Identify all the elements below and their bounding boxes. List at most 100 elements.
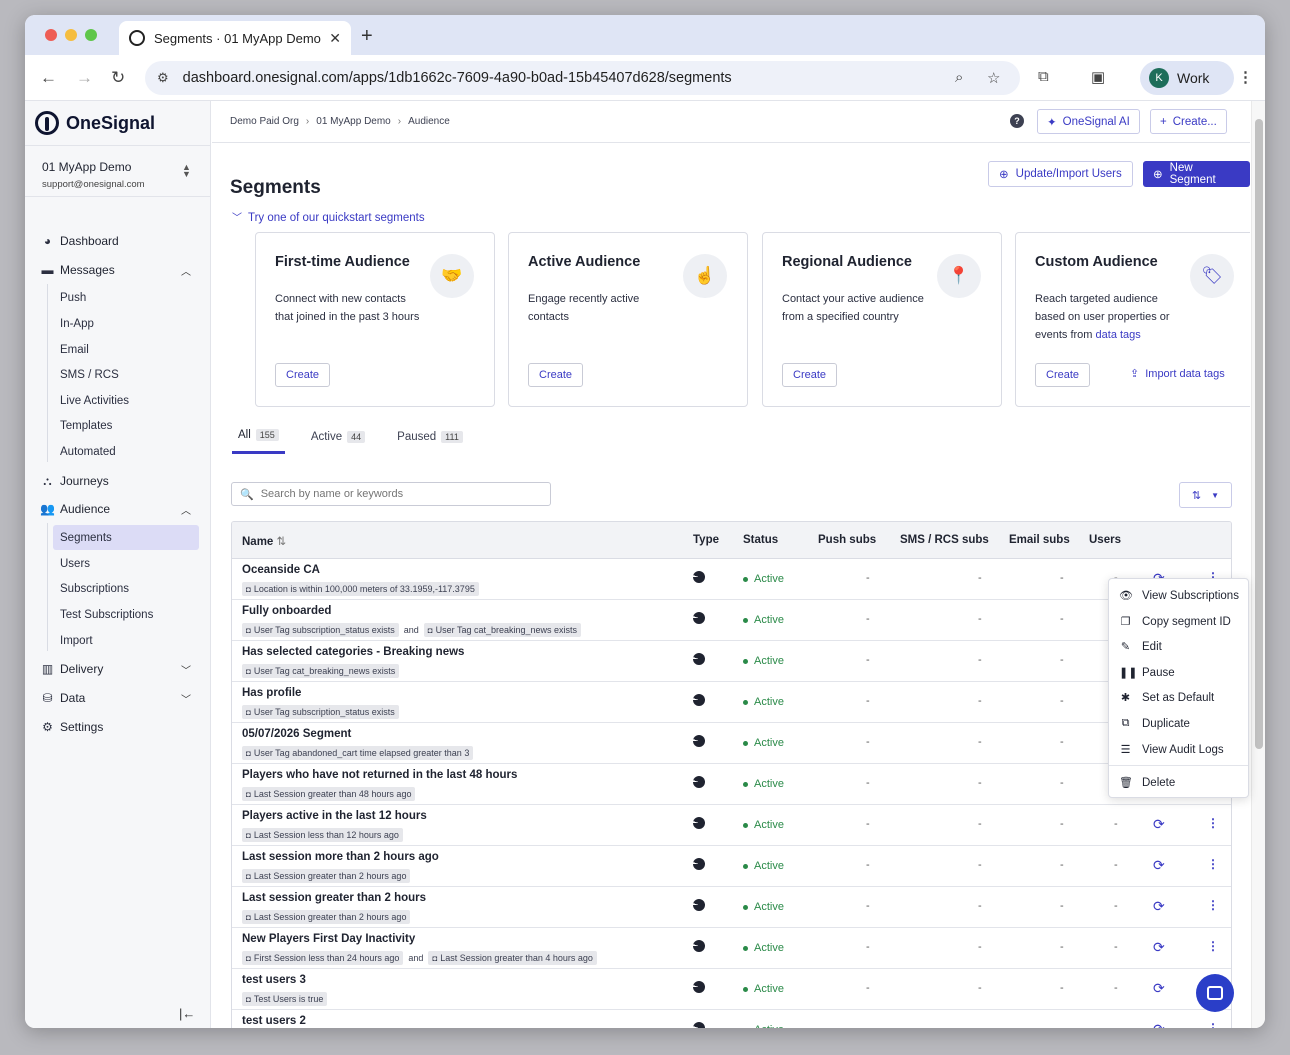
tab-all[interactable]: All 155 <box>232 429 285 454</box>
segment-name[interactable]: Has selected categories - Breaking news <box>242 646 465 658</box>
table-row[interactable]: 05/07/2026 Segment ◘ User Tag abandoned_ca… <box>232 723 1231 764</box>
breadcrumb-app[interactable]: 01 MyApp Demo <box>316 116 391 127</box>
table-row[interactable]: Has selected categories - Breaking news ◘… <box>232 641 1231 682</box>
menu-item-copy-id[interactable]: ❐ Copy segment ID <box>1119 615 1231 629</box>
forward-icon[interactable]: → <box>76 68 93 87</box>
address-bar[interactable]: ⚙ dashboard.onesignal.com/apps/1db1662c-… <box>145 61 1020 95</box>
sidebar-item-templates[interactable]: Templates <box>60 420 113 432</box>
data-tags-link[interactable]: data tags <box>1095 329 1141 341</box>
menu-item-set-default[interactable]: ✱ Set as Default <box>1119 691 1214 705</box>
maximize-window-button[interactable] <box>85 29 97 41</box>
sidebar-item-subscriptions[interactable]: Subscriptions <box>60 583 130 595</box>
browser-tab[interactable]: Segments · 01 MyApp Demo | OneSignal ✕ <box>119 21 351 55</box>
table-row[interactable]: Players active in the last 12 hours ◘ Last… <box>232 805 1231 846</box>
onesignal-ai-button[interactable]: ✦ OneSignal AI <box>1037 109 1140 134</box>
sidebar-item-push[interactable]: Push <box>60 292 87 304</box>
import-data-tags-link[interactable]: ⇪ Import data tags <box>1130 367 1225 380</box>
menu-item-view-subscriptions[interactable]: 👁 View Subscriptions <box>1119 589 1239 603</box>
segment-name[interactable]: Players who have not returned in the las… <box>242 769 518 781</box>
chat-support-button[interactable] <box>1196 974 1234 1012</box>
table-row[interactable]: Players who have not returned in the las… <box>232 764 1231 805</box>
refresh-icon[interactable]: ⟳ <box>1153 1021 1165 1028</box>
table-row[interactable]: New Players First Day Inactivity ◘ First S… <box>232 928 1231 969</box>
kebab-menu-icon[interactable]: ⋮ <box>1207 816 1219 830</box>
sidebar-item-audience[interactable]: 👥 Audience ︿ <box>40 502 191 517</box>
table-row[interactable]: test users 2◘Test Users is trueActive---… <box>232 1010 1231 1028</box>
sidebar-item-messages[interactable]: ▬ Messages ︿ <box>41 263 192 278</box>
back-icon[interactable]: ← <box>40 68 57 87</box>
quickstart-toggle[interactable]: ﹀ Try one of our quickstart segments <box>232 209 425 224</box>
sidebar-item-import[interactable]: Import <box>60 635 93 647</box>
card-create-button[interactable]: Create <box>275 363 331 387</box>
refresh-icon[interactable]: ⟳ <box>1153 980 1165 996</box>
sidebar-item-email[interactable]: Email <box>60 344 89 356</box>
new-tab-icon[interactable]: + <box>361 25 373 47</box>
menu-item-audit-logs[interactable]: ☰ View Audit Logs <box>1119 743 1224 757</box>
menu-item-edit[interactable]: ✎ Edit <box>1119 640 1162 654</box>
reload-icon[interactable]: ↻ <box>111 68 126 87</box>
segment-name[interactable]: Has profile <box>242 687 302 699</box>
new-segment-button[interactable]: ⊕ New Segment <box>1143 161 1250 187</box>
zoom-icon[interactable]: ⌕ <box>955 69 964 86</box>
tab-paused[interactable]: Paused 111 <box>391 429 469 454</box>
search-input[interactable] <box>260 488 541 500</box>
scrollbar-thumb[interactable] <box>1255 119 1263 749</box>
close-tab-icon[interactable]: ✕ <box>329 29 341 46</box>
table-row[interactable]: test users 3 ◘ Test Users is true Active - - -… <box>232 969 1231 1010</box>
breadcrumb-org[interactable]: Demo Paid Org <box>230 116 299 127</box>
table-row[interactable]: Fully onboarded ◘ User Tag subscription_st… <box>232 600 1231 641</box>
kebab-menu-icon[interactable]: ⋮ <box>1207 939 1219 953</box>
tab-active[interactable]: Active 44 <box>305 429 371 454</box>
menu-item-duplicate[interactable]: ⧉ Duplicate <box>1119 717 1190 730</box>
table-row[interactable]: Oceanside CA ◘ Location is within 100,000 … <box>232 559 1231 600</box>
kebab-menu-icon[interactable]: ⋮ <box>1207 857 1219 871</box>
profile-button[interactable]: K Work <box>1140 61 1234 95</box>
segment-name[interactable]: Last session greater than 2 hours <box>242 892 427 904</box>
kebab-menu-icon[interactable]: ⋮ <box>1207 898 1219 912</box>
table-row[interactable]: Has profile ◘ User Tag subscription_status… <box>232 682 1231 723</box>
media-cast-icon[interactable]: ▣ <box>1091 69 1106 86</box>
site-settings-icon[interactable]: ⚙ <box>157 70 169 85</box>
sidebar-item-segments[interactable]: Segments <box>60 532 112 544</box>
update-import-users-button[interactable]: ⊕ Update/Import Users <box>988 161 1133 187</box>
sidebar-item-dashboard[interactable]: ◕ Dashboard <box>41 234 119 248</box>
sort-button[interactable]: ⇅ ▼ <box>1179 482 1232 508</box>
segment-name[interactable]: Players active in the last 12 hours <box>242 810 427 822</box>
help-icon[interactable]: ? <box>1010 114 1024 128</box>
refresh-icon[interactable]: ⟳ <box>1153 816 1165 832</box>
sidebar-item-automated[interactable]: Automated <box>60 446 116 458</box>
refresh-icon[interactable]: ⟳ <box>1153 857 1165 873</box>
collapse-sidebar-icon[interactable]: |← <box>179 1006 196 1021</box>
extensions-icon[interactable]: ⧉ <box>1038 68 1049 85</box>
menu-item-pause[interactable]: ❚❚ Pause <box>1119 666 1175 680</box>
page-scrollbar[interactable] <box>1251 101 1265 1028</box>
segment-name[interactable]: 05/07/2026 Segment <box>242 728 352 740</box>
segment-name[interactable]: Oceanside CA <box>242 564 320 576</box>
segment-name[interactable]: test users 2 <box>242 1015 306 1027</box>
segment-name[interactable]: Fully onboarded <box>242 605 332 617</box>
kebab-menu-icon[interactable]: ⋮ <box>1207 1021 1219 1028</box>
sidebar-item-live-activities[interactable]: Live Activities <box>60 395 130 407</box>
menu-item-delete[interactable]: 🗑 Delete <box>1119 776 1175 790</box>
minimize-window-button[interactable] <box>65 29 77 41</box>
sidebar-item-journeys[interactable]: ⛬ Journeys <box>41 474 108 489</box>
card-create-button[interactable]: Create <box>1035 363 1091 387</box>
refresh-icon[interactable]: ⟳ <box>1153 898 1165 914</box>
create-button[interactable]: + Create... <box>1150 109 1227 134</box>
sidebar-item-settings[interactable]: ⚙ Settings <box>41 720 103 734</box>
sidebar-item-test-subscriptions[interactable]: Test Subscriptions <box>60 609 154 621</box>
sidebar-item-inapp[interactable]: In-App <box>60 318 94 330</box>
card-create-button[interactable]: Create <box>782 363 838 387</box>
sidebar-item-delivery[interactable]: ▥ Delivery ﹀ <box>41 662 191 677</box>
segment-name[interactable]: test users 3 <box>242 974 306 986</box>
refresh-icon[interactable]: ⟳ <box>1153 939 1165 955</box>
segment-name[interactable]: New Players First Day Inactivity <box>242 933 416 945</box>
bookmark-star-icon[interactable]: ☆ <box>987 70 1001 87</box>
sidebar-item-users[interactable]: Users <box>60 558 91 570</box>
logo[interactable]: OneSignal <box>35 111 155 135</box>
close-window-button[interactable] <box>45 29 57 41</box>
card-create-button[interactable]: Create <box>528 363 584 387</box>
column-header-name[interactable]: Name ⇅ <box>242 534 286 548</box>
more-menu-icon[interactable]: ⋮ <box>1238 69 1253 86</box>
table-row[interactable]: Last session greater than 2 hours ◘ Last S… <box>232 887 1231 928</box>
